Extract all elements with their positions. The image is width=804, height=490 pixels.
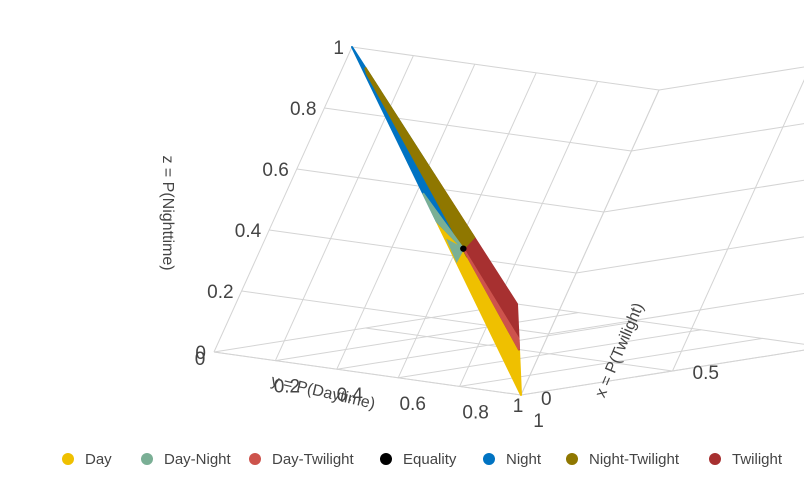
grid-line (603, 179, 804, 213)
grid-line (296, 168, 604, 213)
legend-item-equality[interactable]: Equality (380, 446, 456, 472)
grid-line (336, 63, 476, 370)
legend-item-twilight[interactable]: Twilight (709, 446, 782, 472)
chart-legend: Day Day-Night Day-Twilight Equality Night Nig… (0, 446, 804, 472)
legend-marker-icon (380, 453, 392, 465)
z-axis-title: z = P(Nighttime) (159, 155, 176, 270)
day-twilight-region (462, 248, 520, 350)
x-tick-label: 0 (541, 389, 552, 410)
grid-line (351, 46, 660, 91)
x-tick-label: 0.5 (693, 363, 719, 384)
legend-item-day-twilight[interactable]: Day-Twilight (249, 446, 354, 472)
legend-label: Equality (403, 450, 457, 468)
night-twilight-region (364, 67, 476, 251)
legend-label: Day-Twilight (272, 450, 354, 468)
y-tick-label: 0 (195, 349, 206, 370)
legend-item-day-night[interactable]: Day-Night (141, 446, 231, 472)
legend-label: Day-Night (164, 450, 231, 468)
grid-line (213, 351, 522, 396)
y-tick-label: 0.8 (462, 402, 488, 423)
z-tick-label: 0.6 (262, 160, 288, 181)
legend-item-night-twilight[interactable]: Night-Twilight (566, 446, 679, 472)
z-tick-label: 0.4 (235, 221, 262, 242)
legend-marker-icon (483, 453, 495, 465)
equality-point (460, 245, 467, 252)
legend-marker-icon (62, 453, 74, 465)
y-tick-label: 1 (533, 411, 544, 432)
legend-item-day[interactable]: Day (62, 446, 112, 472)
day-night-region (446, 238, 465, 264)
grid-line (324, 107, 632, 152)
grid-line (672, 79, 804, 372)
probability-regions (351, 46, 522, 396)
z-tick-label: 0 (195, 343, 206, 364)
y-tick-label: 0.4 (337, 385, 364, 406)
legend-label: Twilight (732, 450, 783, 468)
legend-marker-icon (566, 453, 578, 465)
grid-line (631, 123, 804, 152)
legend-label: Day (85, 450, 112, 468)
grid-line (269, 229, 577, 274)
legend-marker-icon (709, 453, 721, 465)
grid-line (213, 46, 353, 353)
y-axis-title: y = P(Daytime) (269, 372, 376, 412)
grid-line (576, 236, 804, 274)
grid-line (516, 303, 804, 345)
day-night-region (422, 192, 465, 250)
grid-line (520, 89, 660, 396)
grid-line (658, 66, 804, 91)
y-tick-label: 1 (513, 396, 524, 417)
y-tick-label: 0.6 (399, 394, 425, 415)
legend-marker-icon (249, 453, 261, 465)
z-tick-label: 0.8 (290, 99, 316, 120)
legend-marker-icon (141, 453, 153, 465)
z-tick-label: 0.2 (207, 282, 233, 303)
legend-label: Night (506, 450, 542, 468)
z-tick-label: 1 (333, 38, 344, 59)
grid-line (459, 81, 599, 387)
legend-label: Night-Twilight (589, 450, 680, 468)
legend-item-night[interactable]: Night (483, 446, 541, 472)
y-tick-label: 0.2 (274, 377, 300, 398)
